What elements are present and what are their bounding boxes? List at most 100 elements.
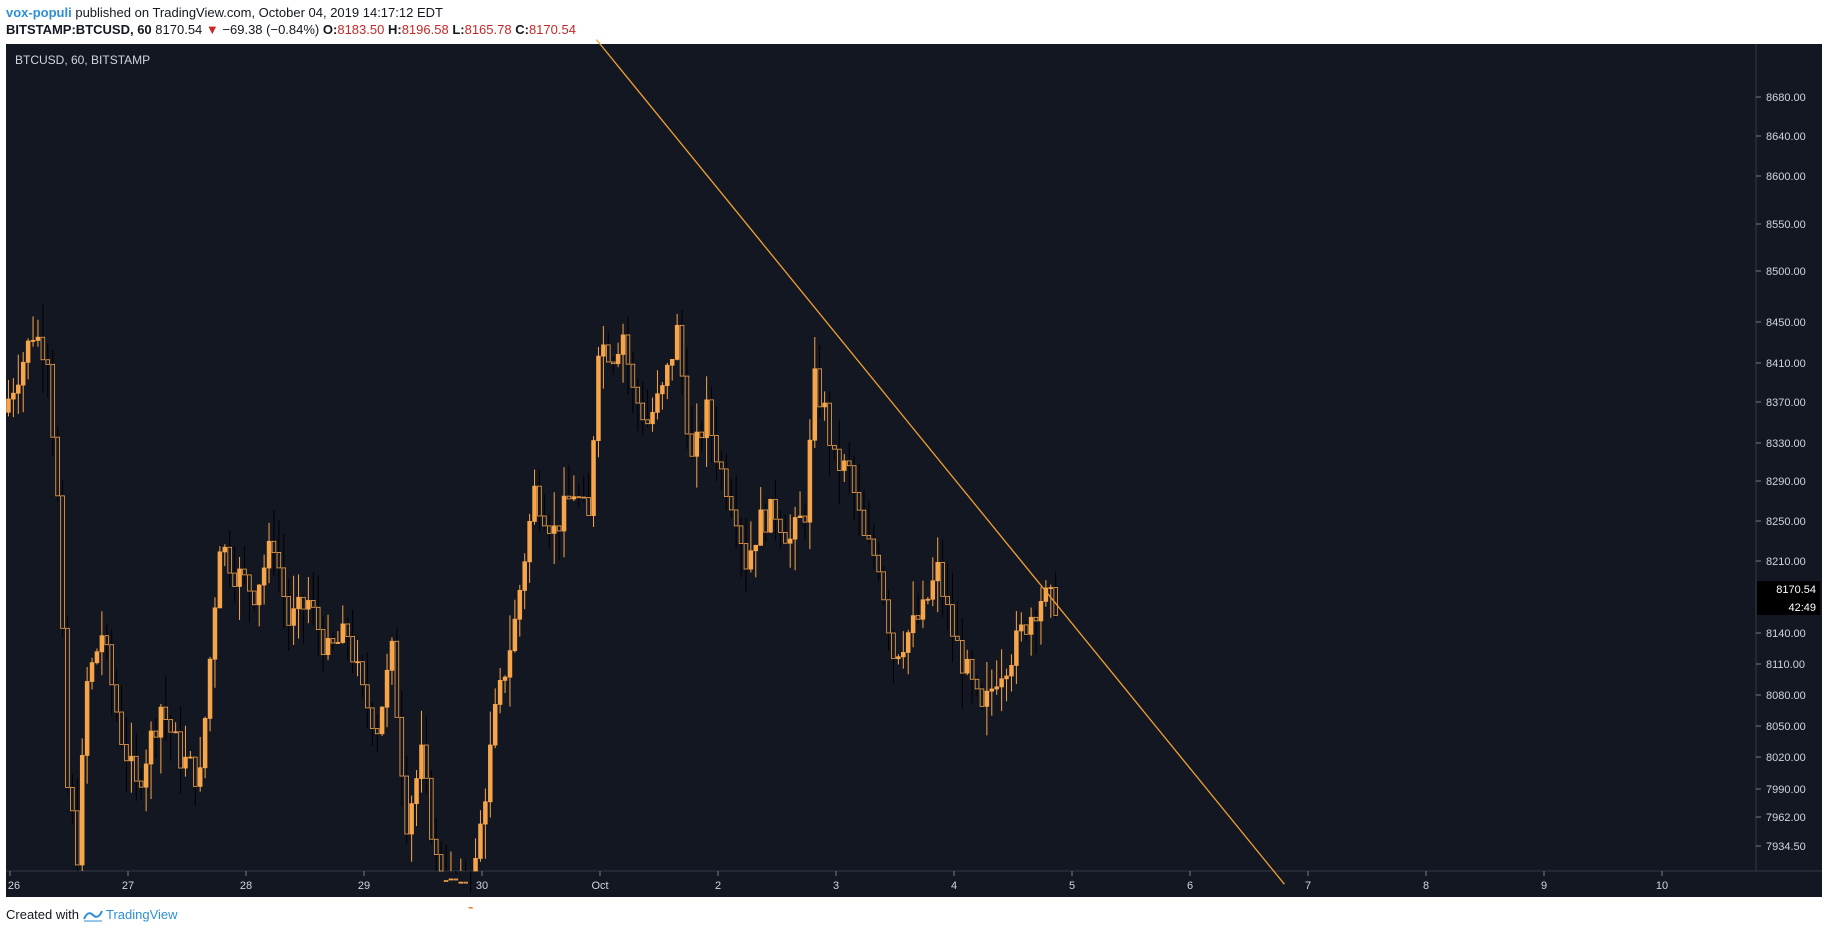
- candle-body: [483, 801, 488, 825]
- candle-body: [979, 688, 985, 707]
- candle-body: [984, 690, 990, 707]
- candle-body: [655, 393, 660, 413]
- candle-body: [669, 358, 675, 366]
- candle-body: [183, 756, 188, 769]
- candle-body: [424, 744, 429, 779]
- candle-body: [547, 525, 552, 534]
- price-axis: 8680.00 8640.00 8600.00 8550.00 8500.00 8450.…: [1756, 92, 1806, 853]
- candle-body: [492, 703, 498, 746]
- candle-body: [404, 775, 409, 835]
- price-tick-label: 8110.00: [1766, 659, 1805, 671]
- candle-body: [276, 551, 282, 569]
- time-tick-label: 2: [715, 880, 721, 892]
- candle-body: [994, 686, 999, 690]
- candle-body: [325, 638, 331, 656]
- candle-body: [743, 543, 749, 570]
- candle-body: [11, 392, 16, 400]
- candle-body: [960, 640, 965, 674]
- candle-body: [905, 632, 911, 653]
- tradingview-link[interactable]: TradingView: [82, 907, 178, 922]
- candle-body: [625, 334, 631, 365]
- candle-body: [571, 496, 577, 500]
- candle-body: [360, 661, 365, 686]
- candle-body: [453, 878, 459, 881]
- candle-body: [119, 711, 124, 745]
- candle-body: [399, 716, 405, 777]
- candle-body: [1033, 616, 1039, 622]
- candle-body: [512, 618, 518, 652]
- candle-body: [724, 468, 729, 497]
- price-tick-label: 8550.00: [1766, 219, 1806, 231]
- candle-body: [586, 497, 591, 516]
- candle-body: [935, 561, 940, 582]
- candle-body: [660, 385, 665, 395]
- candle-body: [832, 444, 837, 450]
- candle-body: [212, 607, 218, 660]
- candle-body: [527, 521, 532, 563]
- candle-body: [630, 363, 636, 388]
- last-price-label: 8170.54 42:49: [1757, 581, 1820, 615]
- candle-body: [70, 787, 75, 812]
- candle-body: [812, 368, 818, 441]
- author-link[interactable]: vox-populi: [6, 5, 72, 20]
- candle-body: [237, 568, 242, 587]
- candle-body: [296, 596, 301, 610]
- chart-legend: BTCUSD, 60, BITSTAMP: [15, 53, 150, 67]
- candle-body: [1038, 601, 1044, 622]
- candle-body: [581, 496, 586, 499]
- candle-body: [429, 777, 434, 840]
- candle-body: [25, 340, 31, 363]
- price-change: −69.38 (−0.84%): [222, 22, 320, 37]
- price-tick-label: 8140.00: [1766, 628, 1806, 640]
- candle-body: [940, 561, 945, 597]
- candle-body: [945, 595, 950, 606]
- low-label: L:: [452, 22, 465, 37]
- candle-body: [807, 439, 813, 523]
- candle-body: [281, 567, 287, 597]
- candle-body: [89, 662, 95, 682]
- candle-body: [384, 669, 390, 708]
- trendline[interactable]: [595, 39, 1285, 885]
- time-tick-label: 5: [1069, 880, 1075, 892]
- candle-body: [478, 823, 483, 859]
- candle-body: [60, 495, 65, 629]
- tradingview-logo-icon: [83, 910, 103, 921]
- candle-body: [787, 538, 793, 544]
- candle-body: [79, 755, 85, 866]
- candle-body: [409, 803, 414, 835]
- candle-body: [606, 344, 611, 363]
- candle-body: [576, 496, 582, 499]
- last-price-tag: 8170.54: [1776, 584, 1816, 596]
- candle-body: [674, 324, 680, 360]
- candle-body: [758, 509, 763, 546]
- candle-body: [620, 334, 626, 355]
- time-axis: 26 27 28 29 30 Oct 2 3 4 5 6 7 8 9 10: [8, 871, 1668, 892]
- candle-body: [438, 854, 444, 872]
- created-with-text: Created with: [6, 907, 79, 922]
- candle-body: [104, 635, 110, 646]
- candle-body: [969, 658, 975, 680]
- candle-body: [1009, 665, 1014, 677]
- candle-body: [458, 881, 464, 884]
- candle-body: [394, 640, 400, 718]
- time-tick-label: 9: [1541, 880, 1547, 892]
- candle-body: [414, 778, 419, 805]
- candle-body: [389, 640, 395, 671]
- price-tick-label: 8330.00: [1766, 438, 1806, 450]
- price-tick-label: 8020.00: [1766, 752, 1806, 764]
- candle-body: [591, 440, 596, 516]
- candle-body: [665, 364, 670, 386]
- candle-body: [689, 433, 695, 457]
- high-label: H:: [387, 22, 402, 37]
- candle-body: [173, 731, 178, 734]
- candle-body: [379, 706, 385, 735]
- candle-body: [950, 604, 955, 637]
- candle-body: [1028, 616, 1034, 635]
- candle-body: [896, 656, 901, 660]
- candle-body: [920, 599, 926, 620]
- candle-body: [315, 606, 321, 630]
- candle-body: [925, 598, 931, 601]
- candle-body: [507, 650, 513, 678]
- price-tick-label: 8410.00: [1766, 358, 1806, 370]
